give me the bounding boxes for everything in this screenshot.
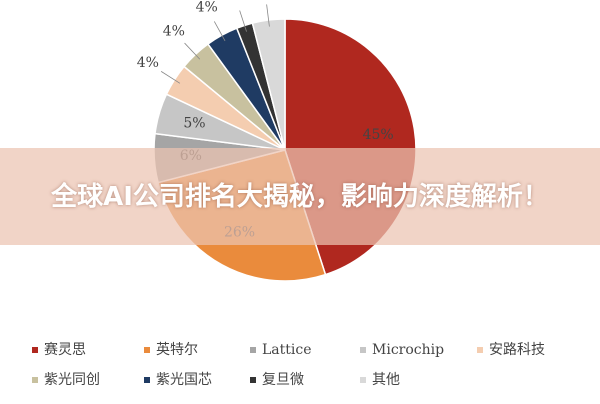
slice-label: 2% [224,0,246,4]
leader-line [184,42,201,60]
legend-swatch [250,347,256,353]
legend-label: 紫光国芯 [156,372,212,388]
legend-label: 复旦微 [262,371,304,388]
legend-swatch [360,377,366,383]
legend-label: Microchip [372,342,444,358]
slice-label: 4% [163,24,185,40]
legend-label: 英特尔 [156,341,198,358]
legend-swatch [250,377,256,383]
legend-swatch [144,347,150,353]
leader-line [239,10,247,32]
slice-label: 45% [363,127,394,143]
legend-label: Lattice [262,342,312,358]
legend-swatch [32,347,38,353]
legend-label: 安路科技 [489,342,545,358]
leader-line [160,71,181,84]
leader-line [266,4,270,27]
banner: 全球AI公司排名大揭秘，影响力深度解析！ [0,148,600,245]
legend-label: 赛灵思 [44,342,86,358]
slice-label: 4% [137,55,159,71]
legend-label: 紫光同创 [44,372,100,388]
slice-label: 4% [196,0,218,16]
legend-swatch [360,347,366,353]
banner-title: 全球AI公司排名大揭秘，影响力深度解析！ [51,181,549,212]
legend-swatch [32,377,38,383]
leader-line [213,21,226,42]
legend-swatch [144,377,150,383]
legend-label: 其他 [372,372,400,388]
slice-label: 5% [183,116,205,132]
legend-swatch [477,347,483,353]
